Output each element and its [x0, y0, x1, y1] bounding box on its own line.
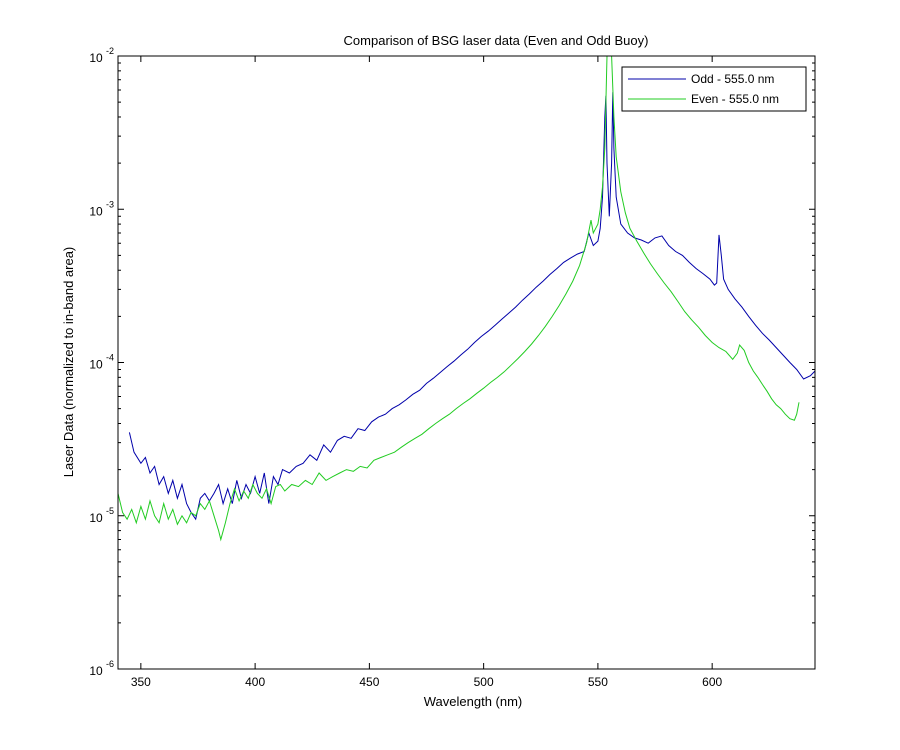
series-line-even — [118, 56, 800, 542]
y-tick-exponent: -5 — [106, 506, 114, 516]
y-tick-label: 10 — [89, 511, 103, 525]
legend: Odd - 555.0 nm Even - 555.0 nm — [621, 66, 807, 112]
x-tick-label: 500 — [474, 675, 494, 689]
series-line-odd — [128, 92, 815, 521]
legend-label-even: Even - 555.0 nm — [691, 92, 779, 106]
y-tick-exponent: -6 — [106, 659, 114, 669]
y-tick-label: 10 — [89, 51, 103, 65]
x-axis: 350 400 450 500 550 600 — [131, 56, 722, 689]
y-axis: 10-210-310-410-510-6 — [89, 46, 815, 678]
y-tick-label: 10 — [89, 664, 103, 678]
series-layer — [118, 56, 815, 542]
y-tick-exponent: -4 — [106, 353, 114, 363]
y-tick-exponent: -3 — [106, 199, 114, 209]
x-tick-label: 400 — [245, 675, 265, 689]
x-tick-label: 550 — [588, 675, 608, 689]
plot-area — [118, 56, 815, 669]
legend-box — [621, 66, 807, 112]
legend-label-odd: Odd - 555.0 nm — [691, 72, 774, 86]
y-tick-label: 10 — [89, 358, 103, 372]
x-tick-label: 350 — [131, 675, 151, 689]
x-axis-label: Wavelength (nm) — [424, 694, 523, 709]
y-tick-label: 10 — [89, 204, 103, 218]
y-tick-exponent: -2 — [106, 46, 114, 56]
chart-title: Comparison of BSG laser data (Even and O… — [344, 33, 649, 48]
x-tick-label: 450 — [359, 675, 379, 689]
y-axis-label: Laser Data (normalized to in-band area) — [61, 247, 76, 478]
x-tick-label: 600 — [702, 675, 722, 689]
